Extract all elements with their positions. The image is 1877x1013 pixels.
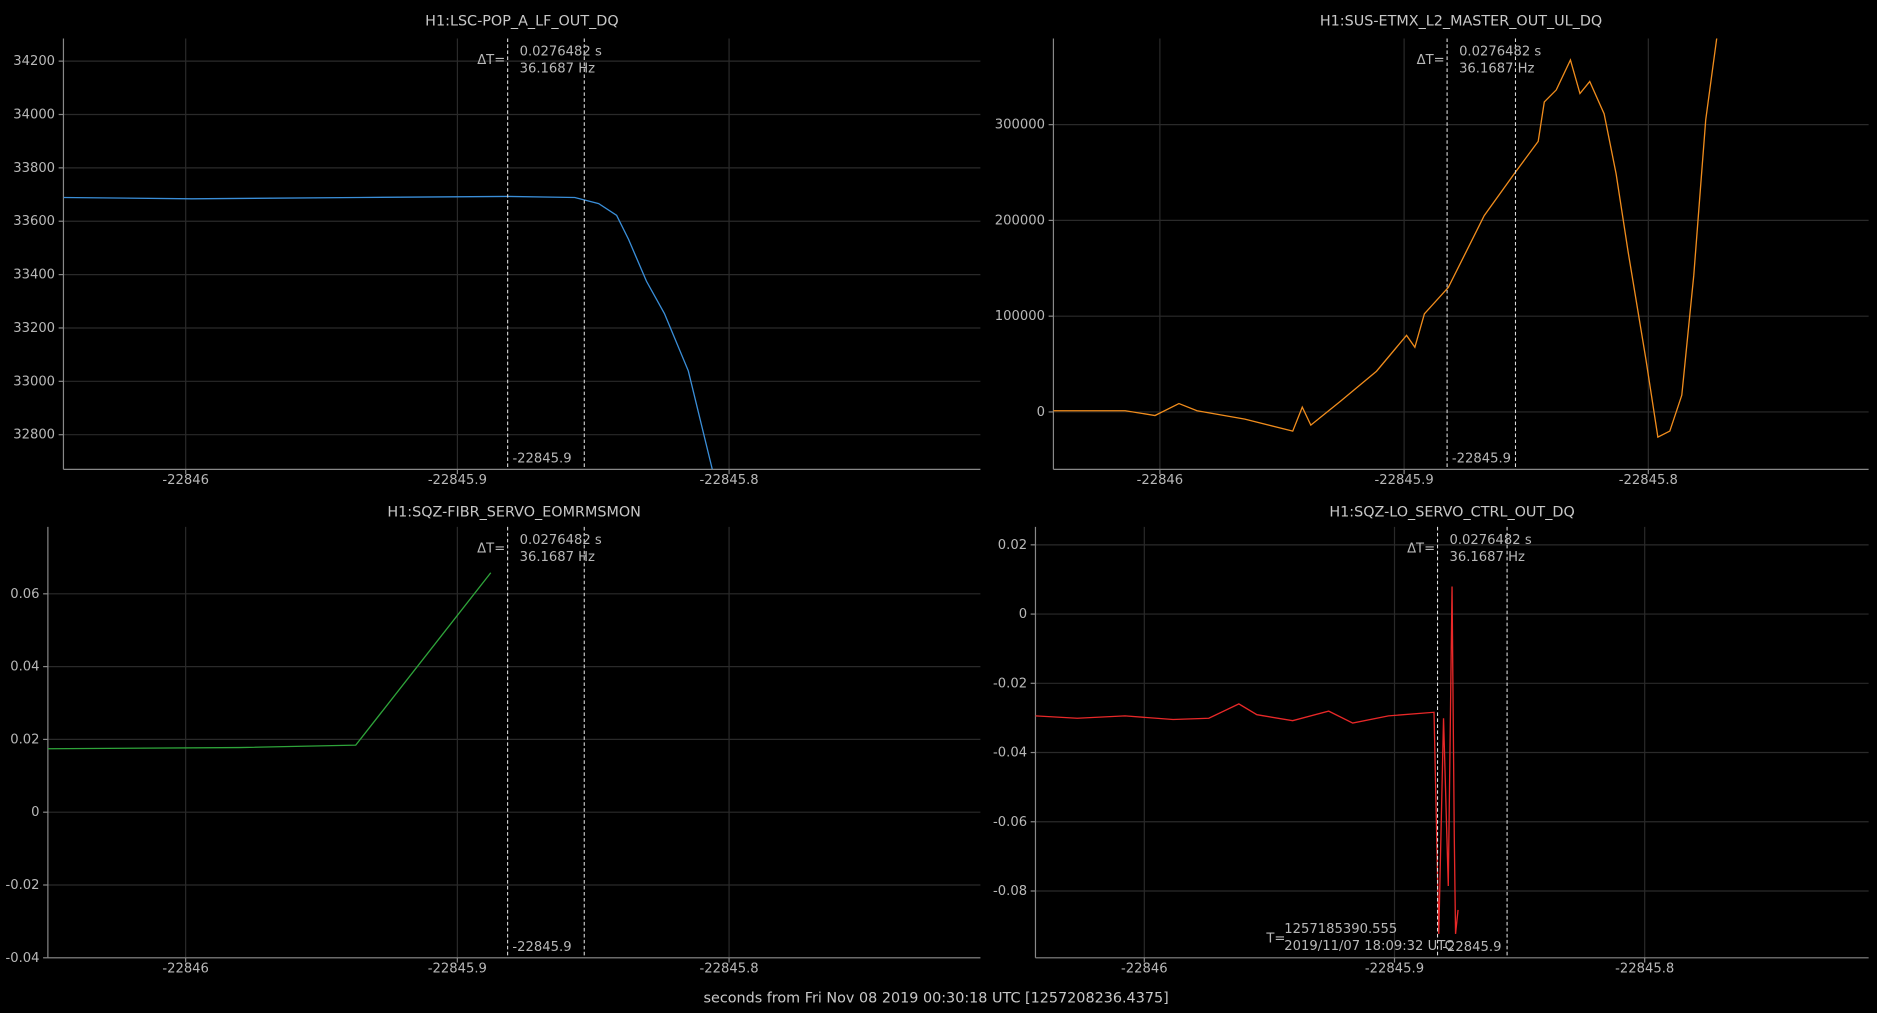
cursor-position: -22845.9	[1442, 940, 1501, 955]
x-tick-label: -22846	[162, 473, 209, 488]
y-tick-label: 0.02	[10, 732, 39, 747]
y-tick-label: -0.04	[993, 746, 1027, 761]
plot-area	[63, 195, 713, 470]
y-tick-label: -0.02	[5, 878, 39, 893]
x-tick-label: -22845.8	[1619, 473, 1678, 488]
y-tick-label: -0.06	[993, 815, 1027, 830]
y-tick-label: 33000	[13, 374, 55, 389]
cursor-delta-time: 0.0276482 s	[520, 533, 602, 548]
y-tick-label: -0.04	[5, 951, 39, 966]
chart-title: H1:SUS-ETMX_L2_MASTER_OUT_UL_DQ	[1320, 14, 1602, 30]
time-utc: 2019/11/07 18:09:32 UTC	[1284, 939, 1453, 954]
plot-area	[1035, 586, 1459, 934]
cursor-delta-time: 0.0276482 s	[1450, 533, 1532, 548]
x-tick-label: -22845.8	[699, 962, 758, 977]
x-tick-label: -22846	[1137, 473, 1184, 488]
cursor-delta-time: 0.0276482 s	[1459, 45, 1541, 60]
chart-title: H1:SQZ-LO_SERVO_CTRL_OUT_DQ	[1329, 504, 1574, 520]
cursor-delta-freq: 36.1687 Hz	[520, 550, 595, 565]
plot-area	[47, 572, 492, 750]
cursor-delta-freq: 36.1687 Hz	[1459, 61, 1534, 76]
y-tick-label: 0	[1037, 405, 1045, 420]
y-tick-label: 200000	[995, 213, 1045, 228]
time-gps: 1257185390.555	[1284, 922, 1397, 937]
y-tick-label: 34000	[13, 107, 55, 122]
x-tick-label: -22846	[162, 962, 209, 977]
x-tick-label: -22845.9	[1375, 473, 1434, 488]
series-line	[63, 195, 713, 470]
y-tick-label: 33600	[13, 214, 55, 229]
plot-area	[1053, 38, 1718, 439]
y-tick-label: 33400	[13, 268, 55, 283]
cursor-delta-time: 0.0276482 s	[520, 45, 602, 60]
series-line	[47, 572, 492, 750]
x-axis-label: seconds from Fri Nov 08 2019 00:30:18 UT…	[704, 990, 1169, 1006]
y-tick-label: 100000	[995, 309, 1045, 324]
cursor-delta-freq: 36.1687 Hz	[520, 61, 595, 76]
y-tick-label: 33200	[13, 321, 55, 336]
chart-title: H1:SQZ-FIBR_SERVO_EOMRMSMON	[387, 504, 641, 520]
time-label: T=	[1265, 932, 1285, 947]
series-line	[1053, 38, 1718, 439]
cursor-delta-label: ΔT=	[477, 53, 505, 68]
cursor-delta-label: ΔT=	[1417, 53, 1445, 68]
y-tick-label: 32800	[13, 428, 55, 443]
y-tick-label: -0.02	[993, 676, 1027, 691]
y-tick-label: 0	[1019, 607, 1027, 622]
cursor-position: -22845.9	[512, 452, 571, 467]
chart-title: H1:LSC-POP_A_LF_OUT_DQ	[425, 14, 618, 30]
series-line	[1035, 586, 1459, 934]
cursor-delta-label: ΔT=	[477, 541, 505, 556]
x-tick-label: -22846	[1121, 962, 1168, 977]
x-tick-label: -22845.9	[428, 473, 487, 488]
y-tick-label: 0.04	[10, 660, 39, 675]
cursor-delta-freq: 36.1687 Hz	[1450, 550, 1525, 565]
y-tick-label: 33800	[13, 161, 55, 176]
y-tick-label: 0.02	[998, 538, 1027, 553]
cursor-position: -22845.9	[512, 940, 571, 955]
y-tick-label: 0.06	[10, 587, 39, 602]
x-tick-label: -22845.9	[428, 962, 487, 977]
x-tick-label: -22845.9	[1365, 962, 1424, 977]
cursor-delta-label: ΔT=	[1407, 541, 1435, 556]
y-tick-label: 300000	[995, 118, 1045, 133]
x-tick-label: -22845.8	[1615, 962, 1674, 977]
y-tick-label: -0.08	[993, 884, 1027, 899]
x-tick-label: -22845.8	[700, 473, 759, 488]
cursor-position: -22845.9	[1452, 452, 1511, 467]
y-tick-label: 0	[31, 805, 39, 820]
y-tick-label: 34200	[13, 54, 55, 69]
